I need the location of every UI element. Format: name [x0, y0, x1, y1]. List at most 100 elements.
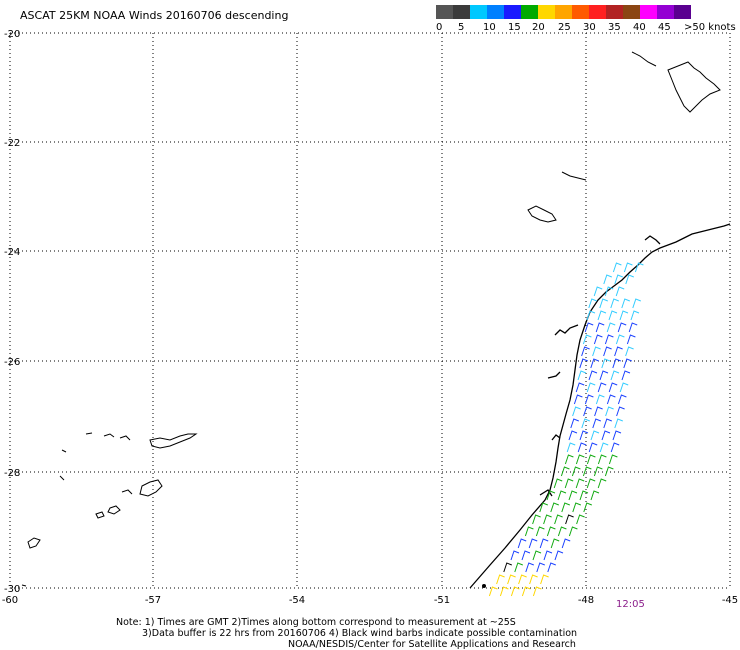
latitude-label: -22: [4, 138, 20, 149]
legend-swatch: [538, 5, 555, 19]
legend-swatch: [572, 5, 589, 19]
wind-barb: [550, 538, 560, 549]
legend-swatch: [589, 5, 606, 19]
legend-swatch: [623, 5, 640, 19]
wind-barb: [614, 346, 623, 357]
wind-barb: [579, 430, 589, 441]
wind-barb: [608, 382, 618, 393]
wind-barb: [539, 538, 549, 549]
legend-label: 35: [608, 22, 621, 33]
wind-barb: [576, 514, 585, 525]
wind-barb: [507, 574, 516, 585]
wind-barb: [584, 394, 594, 405]
latitude-label: -28: [4, 468, 20, 479]
map-title: ASCAT 25KM NOAA Winds 20160706 descendin…: [20, 9, 289, 22]
wind-barb: [517, 538, 527, 549]
wind-barb: [573, 394, 583, 405]
longitude-label: -60: [2, 595, 18, 606]
longitude-label: -45: [722, 595, 738, 606]
legend-swatch: [674, 5, 691, 19]
wind-barb: [499, 586, 509, 597]
wind-barb: [586, 382, 596, 393]
wind-barb: [521, 550, 531, 561]
note-line-3: NOAA/NESDIS/Center for Satellite Applica…: [288, 639, 576, 650]
legend-swatch: [606, 5, 623, 19]
wind-barb: [594, 406, 603, 417]
wind-barb: [630, 310, 640, 321]
wind-barb: [588, 442, 598, 453]
wind-barbs: [488, 262, 644, 597]
wind-barb: [546, 490, 556, 501]
wind-barb: [557, 526, 567, 537]
wind-barb: [597, 382, 607, 393]
wind-barb: [595, 322, 605, 333]
wind-barb: [554, 514, 563, 525]
wind-barb: [579, 358, 588, 369]
latitude-label: -20: [4, 29, 20, 40]
wind-barb: [524, 526, 534, 537]
wind-barb: [604, 334, 614, 345]
note-line-1: Note: 1) Times are GMT 2)Times along bot…: [116, 617, 516, 628]
wind-barb: [612, 430, 622, 441]
wind-barb: [535, 526, 545, 537]
longitude-labels: -60 -57 -54 -51 -48 -45: [2, 595, 738, 606]
wind-barb: [626, 334, 636, 345]
wind-barb: [570, 418, 579, 429]
wind-barb: [586, 454, 596, 465]
legend-swatch: [436, 5, 453, 19]
wind-barb: [496, 574, 505, 585]
wind-barb: [584, 322, 594, 333]
legend-swatch: [657, 5, 674, 19]
wind-barb: [554, 550, 564, 561]
note-line-2: 3)Data buffer is 22 hrs from 20160706 4)…: [142, 628, 578, 639]
wind-barb: [561, 538, 571, 549]
wind-barb: [566, 442, 576, 453]
wind-barb: [597, 454, 607, 465]
longitude-label: -51: [434, 595, 450, 606]
wind-barb: [603, 418, 612, 429]
wind-barb: [588, 298, 597, 309]
wind-barb: [608, 454, 618, 465]
wind-barb: [625, 346, 634, 357]
legend-swatch: [487, 5, 504, 19]
wind-barb: [550, 502, 559, 513]
wind-barb: [621, 298, 630, 309]
wind-barb: [601, 430, 611, 441]
legend-swatch: [453, 5, 470, 19]
latitude-label: -30: [4, 584, 20, 595]
wind-barb: [525, 562, 534, 573]
wind-barb: [623, 262, 633, 273]
latitude-label: -24: [4, 247, 20, 258]
latitude-label: -26: [4, 357, 20, 368]
latitude-labels: -20 -22 -24 -26 -28 -30: [4, 29, 20, 595]
wind-barb: [564, 478, 574, 489]
legend-label: 40: [633, 22, 646, 33]
wind-barb: [603, 346, 612, 357]
wind-barb: [612, 358, 621, 369]
wind-barb: [604, 286, 614, 297]
wind-barb: [590, 358, 599, 369]
wind-barb: [528, 538, 538, 549]
wind-barb: [610, 298, 619, 309]
wind-barb: [597, 310, 607, 321]
legend-swatch: [521, 5, 538, 19]
wind-barb: [588, 370, 598, 381]
legend-swatch: [555, 5, 572, 19]
wind-barb: [561, 502, 570, 513]
wind-barb: [532, 550, 542, 561]
legend-swatch: [470, 5, 487, 19]
wind-barb: [572, 502, 581, 513]
wind-barb: [590, 490, 600, 501]
wind-barb: [606, 394, 616, 405]
wind-barb: [615, 286, 625, 297]
legend-label: 25: [558, 22, 571, 33]
wind-barb: [560, 466, 570, 477]
legend-swatch: [640, 5, 657, 19]
wind-barb: [510, 550, 520, 561]
legend-label: 10: [483, 22, 496, 33]
wind-barb: [608, 310, 618, 321]
wind-barb: [582, 334, 592, 345]
wind-barb: [571, 466, 581, 477]
wind-barb: [575, 478, 585, 489]
wind-barb: [581, 346, 590, 357]
